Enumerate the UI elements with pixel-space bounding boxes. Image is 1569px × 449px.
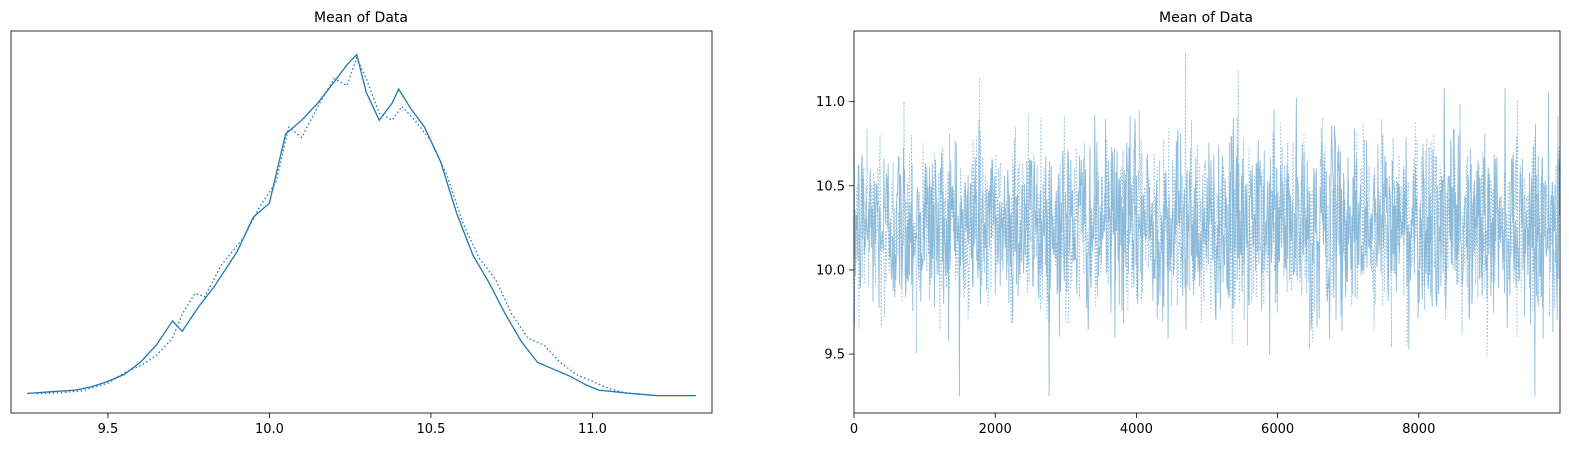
- trace-line-chain-1: [854, 87, 1560, 397]
- trace-title: Mean of Data: [1159, 10, 1253, 26]
- posterior-density-frame: [10, 30, 713, 414]
- posterior-density-title: Mean of Data: [314, 10, 408, 26]
- trace-x-axis: 0 2000 4000 6000 8000: [850, 413, 1435, 437]
- x-tick-label: 11.0: [578, 422, 607, 437]
- x-tick-label: 9.5: [98, 422, 119, 437]
- x-tick-label: 6000: [1261, 422, 1294, 437]
- y-tick-label: 11.0: [816, 95, 845, 110]
- y-tick-label: 10.5: [816, 179, 845, 194]
- trace-frame: [853, 30, 1561, 414]
- x-tick-label: 2000: [979, 422, 1012, 437]
- x-tick-label: 0: [850, 422, 858, 437]
- x-tick-label: 4000: [1120, 422, 1153, 437]
- trace-line-chain-2: [854, 53, 1560, 358]
- trace-y-axis: 9.5 10.0 10.5 11.0: [816, 95, 854, 363]
- density-line-chain-1: [27, 53, 696, 397]
- posterior-density-x-axis: 9.5 10.0 10.5 11.0: [98, 413, 607, 437]
- trace-plot-area: [854, 53, 1560, 397]
- y-tick-label: 10.0: [816, 263, 845, 278]
- posterior-density-plot-area: [27, 53, 696, 397]
- density-line-chain-2: [36, 56, 658, 397]
- posterior-density-panel: Mean of Data 9.5 10.0 10.5 11.0: [10, 10, 713, 437]
- trace-panel: Mean of Data 0 2000 4000 6000 8000 9.5 10.0 10…: [816, 10, 1561, 437]
- x-tick-label: 10.0: [255, 422, 284, 437]
- x-tick-label: 8000: [1402, 422, 1435, 437]
- y-tick-label: 9.5: [824, 348, 845, 363]
- x-tick-label: 10.5: [416, 422, 445, 437]
